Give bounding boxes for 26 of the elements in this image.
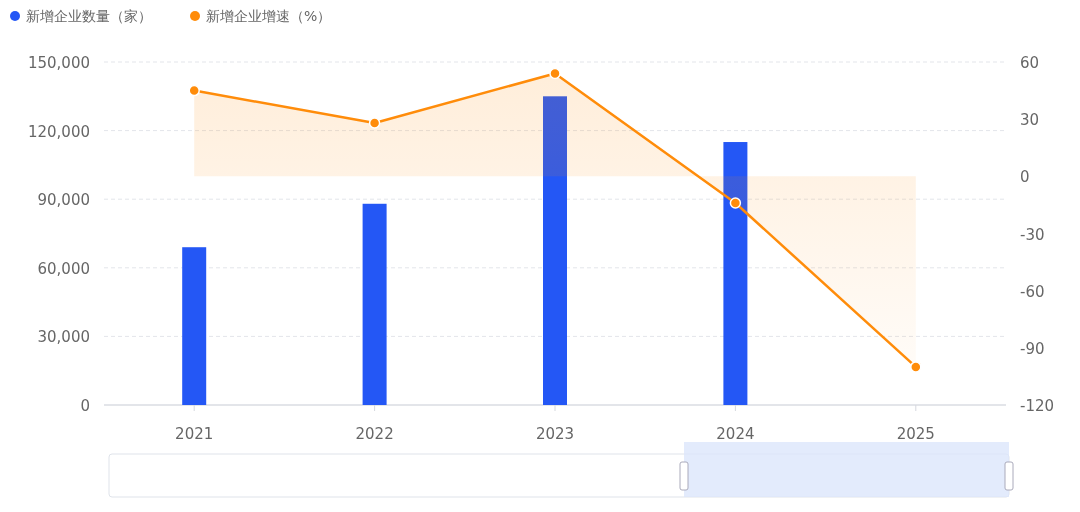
x-tick-label: 2021 xyxy=(175,425,214,443)
point xyxy=(729,197,742,209)
y2-tick-label: -90 xyxy=(1020,339,1045,358)
legend-label: 新增企业增速（%） xyxy=(206,8,332,24)
y-tick-label: 150,000 xyxy=(27,54,90,72)
x-tick-label: 2024 xyxy=(716,425,755,443)
x-tick-label: 2022 xyxy=(355,425,394,443)
y2-tick-label: -60 xyxy=(1020,282,1045,301)
y2-tick-label: -120 xyxy=(1020,397,1055,415)
x-tick-label: 2025 xyxy=(896,425,935,443)
y-tick-label: 60,000 xyxy=(37,259,90,278)
y2-tick-label: 60 xyxy=(1020,54,1040,72)
point xyxy=(368,117,381,129)
y-tick-label: 30,000 xyxy=(37,328,90,347)
legend-label: 新增企业数量（家） xyxy=(26,8,152,24)
y2-tick-label: 30 xyxy=(1020,111,1040,130)
y-tick-label: 120,000 xyxy=(27,122,90,141)
y-tick-label: 0 xyxy=(80,397,90,415)
y-tick-label: 90,000 xyxy=(37,191,90,210)
bar xyxy=(362,203,387,405)
point xyxy=(910,361,922,373)
y2-tick-label: -30 xyxy=(1020,225,1045,244)
y2-tick-label: 0 xyxy=(1020,168,1030,187)
x-tick-label: 2023 xyxy=(535,425,575,443)
point xyxy=(549,67,561,80)
bar xyxy=(182,247,207,405)
